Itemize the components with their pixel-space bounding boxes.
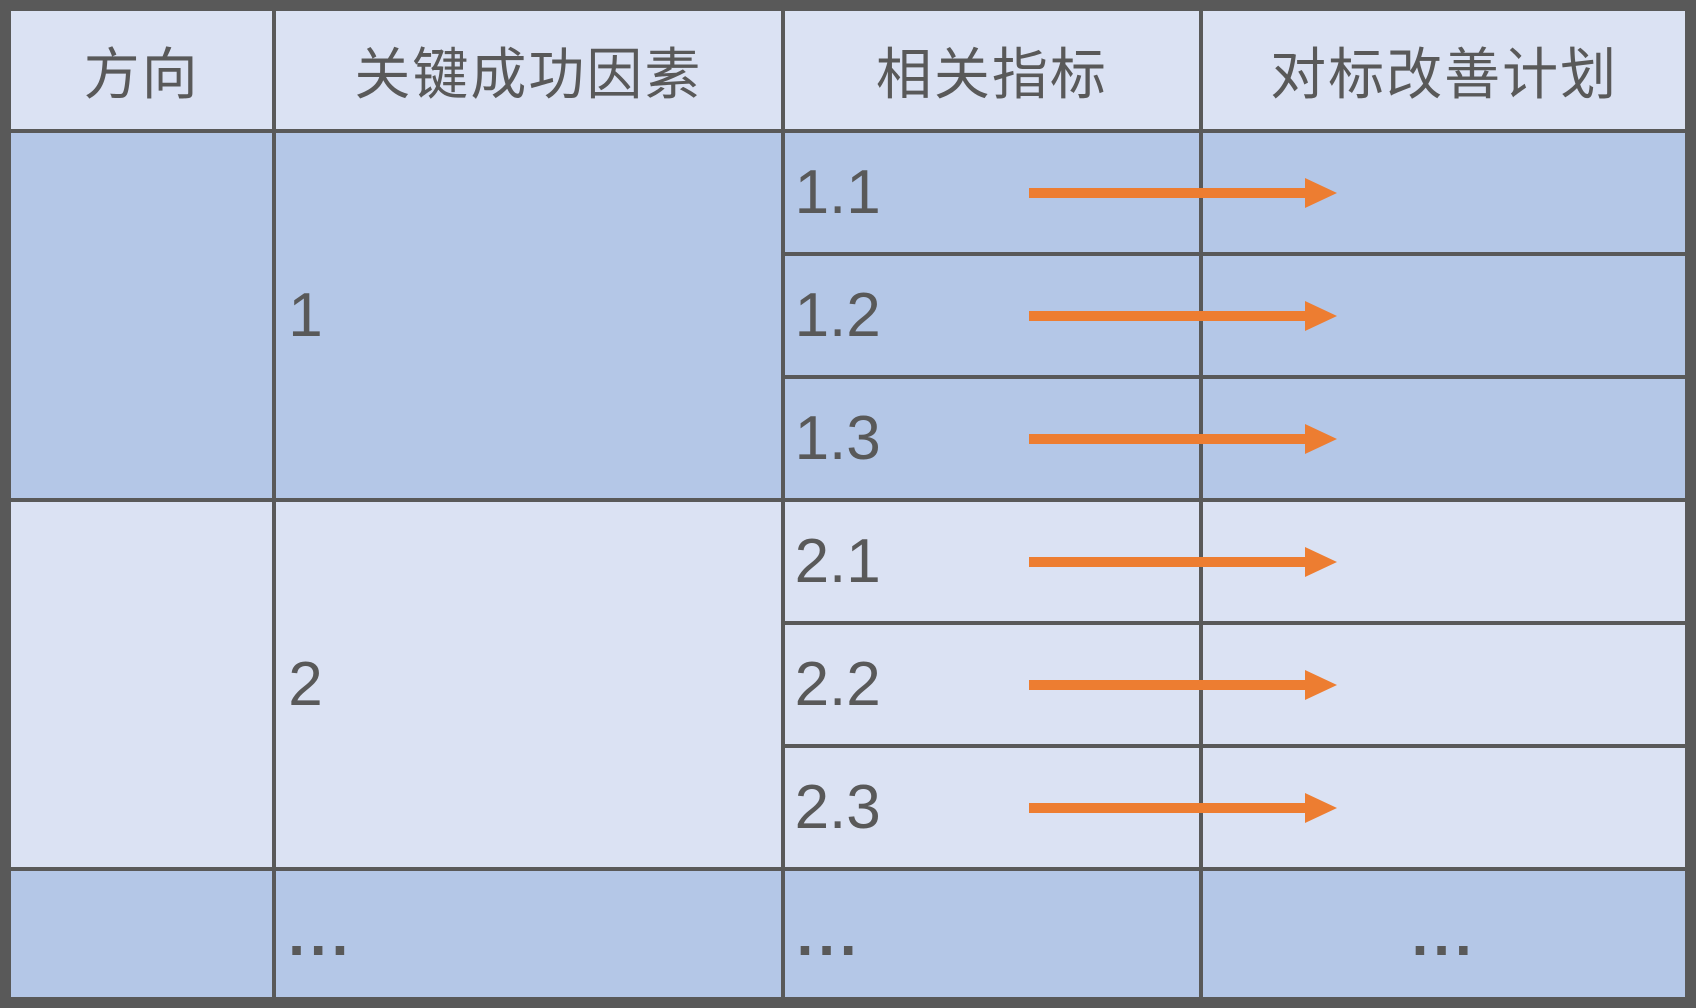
direction-cell-group1 xyxy=(3,129,277,502)
indicator-cell-1-3: 1.3 xyxy=(780,375,1337,502)
plan-cell-1-1 xyxy=(1199,129,1693,256)
footer-indicator-cell: ... xyxy=(780,867,1204,1005)
factor-cell-group1: 1 xyxy=(272,129,785,502)
indicator-label: 2.3 xyxy=(794,773,881,842)
indicator-label: 2.1 xyxy=(794,527,881,596)
indicator-cell-2-3: 2.3 xyxy=(780,744,1337,871)
header-row: 方向 关键成功因素 相关指标 对标改善计划 xyxy=(3,3,1693,133)
plan-cell-1-2 xyxy=(1199,252,1693,379)
table-row: 1.3 xyxy=(6,375,1693,502)
plan-cell-1-3 xyxy=(1199,375,1693,502)
indicator-label: 1.2 xyxy=(794,281,881,350)
header-key-success-factor: 关键成功因素 xyxy=(272,3,785,133)
footer-plan-cell: ... xyxy=(1199,867,1693,1005)
table-row: 2 2.1 xyxy=(3,498,1693,871)
table-row: 1 1.1 xyxy=(3,129,1693,502)
plan-cell-2-2 xyxy=(1199,621,1693,748)
header-benchmark-plan: 对标改善计划 xyxy=(1199,3,1693,133)
footer-factor-cell: ... xyxy=(272,867,785,1005)
indicator-cell-2-2: 2.2 xyxy=(780,621,1337,748)
factor-cell-group2: 2 xyxy=(272,498,785,871)
header-direction: 方向 xyxy=(3,3,277,133)
indicator-label: 1.3 xyxy=(794,404,881,473)
indicator-label: 1.1 xyxy=(794,158,881,227)
footer-direction-cell xyxy=(3,867,277,1005)
indicator-label: 2.2 xyxy=(794,650,881,719)
header-related-indicator: 相关指标 xyxy=(780,3,1204,133)
indicator-cell-1-2: 1.2 xyxy=(780,252,1337,379)
direction-cell-group2 xyxy=(3,498,277,871)
footer-row: ... ... ... xyxy=(3,867,1693,1005)
table-row: 2.2 xyxy=(6,621,1693,748)
indicator-cell-1-1: 1.1 xyxy=(780,129,1337,256)
indicator-cell-2-1: 2.1 xyxy=(780,498,1337,625)
plan-cell-2-1 xyxy=(1199,498,1693,625)
plan-cell-2-3 xyxy=(1199,744,1693,871)
